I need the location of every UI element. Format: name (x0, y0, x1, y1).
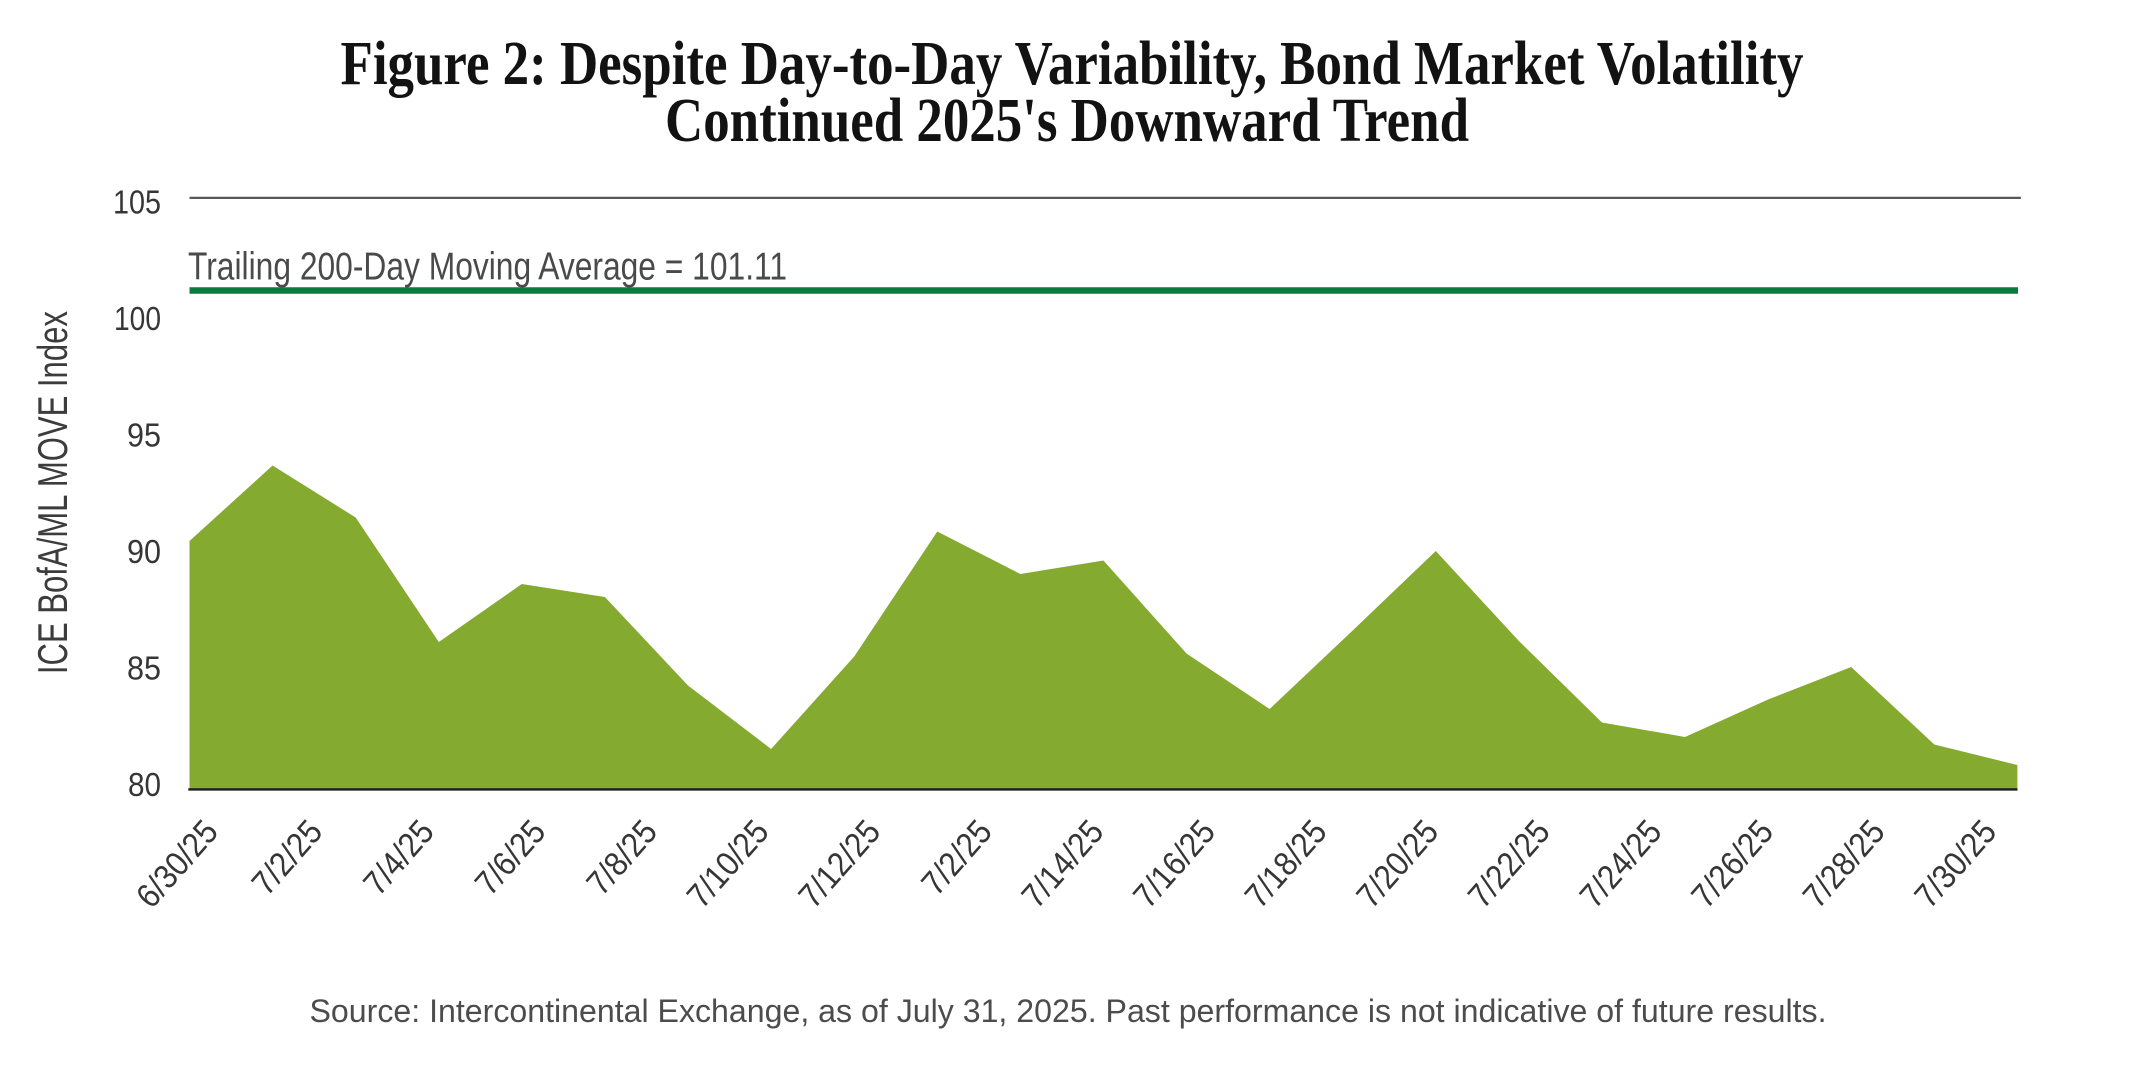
svg-text:100: 100 (114, 300, 161, 337)
svg-text:95: 95 (127, 417, 161, 454)
svg-text:Figure 2: Despite Day-to-Day V: Figure 2: Despite Day-to-Day Variability… (341, 30, 1804, 98)
svg-text:ICE BofA/ML MOVE Index: ICE BofA/ML MOVE Index (29, 311, 76, 674)
svg-text:Source: Intercontinental Excha: Source: Intercontinental Exchange, as of… (310, 993, 1827, 1029)
svg-text:Trailing 200-Day Moving Averag: Trailing 200-Day Moving Average = 101.11 (188, 246, 787, 289)
svg-text:85: 85 (127, 649, 161, 686)
svg-text:Continued 2025's Downward Tren: Continued 2025's Downward Trend (665, 87, 1469, 155)
svg-text:80: 80 (128, 766, 161, 803)
svg-text:90: 90 (127, 533, 161, 570)
svg-text:105: 105 (113, 184, 161, 221)
